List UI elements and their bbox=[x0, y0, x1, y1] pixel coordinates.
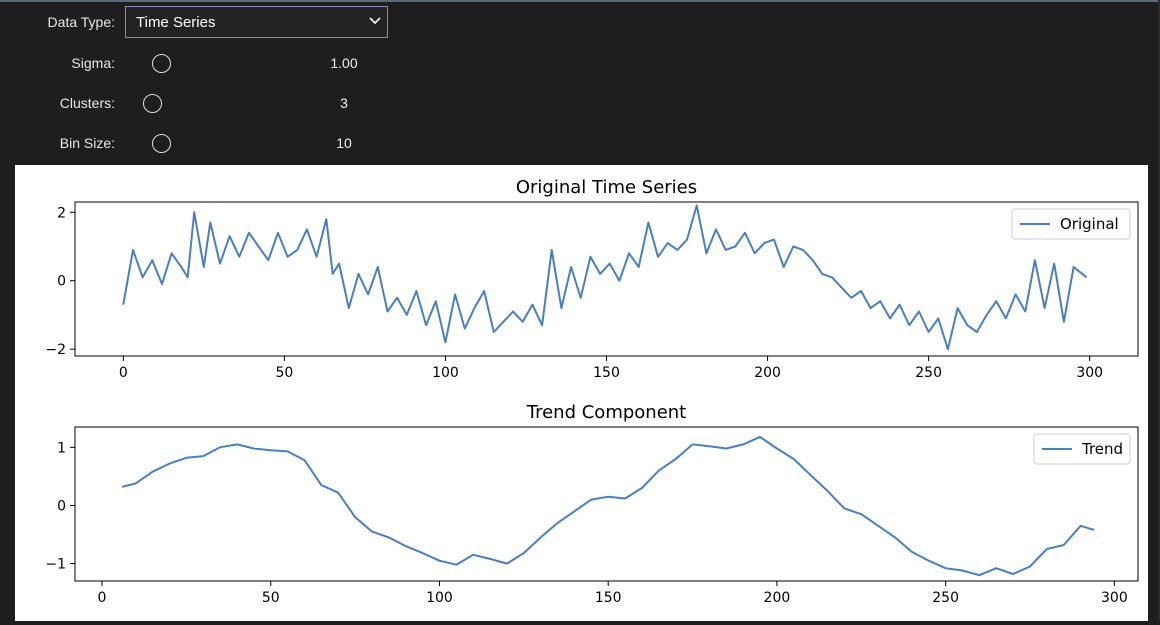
trend-chart-title: Trend Component bbox=[526, 402, 687, 423]
original-ytick-label: 2 bbox=[57, 205, 66, 221]
bin-size-label: Bin Size: bbox=[59, 135, 115, 151]
controls-panel: Data Type: Time Series Sigma: 1.00 Clust… bbox=[0, 0, 1160, 165]
trend-xtick-label: 150 bbox=[595, 590, 622, 606]
clusters-slider-handle[interactable] bbox=[143, 94, 162, 113]
trend-ytick-label: 1 bbox=[57, 440, 66, 456]
data-type-select[interactable]: Time Series bbox=[125, 6, 388, 38]
original-xtick-label: 300 bbox=[1076, 365, 1103, 381]
original-legend: Original bbox=[1011, 208, 1131, 240]
data-type-selected-value: Time Series bbox=[136, 14, 216, 31]
trend-axes-frame bbox=[74, 426, 1139, 582]
trend-series-line bbox=[121, 435, 1095, 577]
bin-size-value: 10 bbox=[336, 135, 352, 151]
trend-xtick-label: 0 bbox=[98, 590, 107, 606]
trend-ytick-label: −1 bbox=[45, 557, 66, 573]
trend-xtick-label: 250 bbox=[932, 590, 959, 606]
original-xtick-label: 250 bbox=[915, 365, 942, 381]
clusters-value: 3 bbox=[340, 95, 348, 111]
bin-size-slider-handle[interactable] bbox=[152, 134, 171, 153]
sigma-slider-handle[interactable] bbox=[152, 54, 171, 73]
figure-canvas: Original Time Series 0 50 100 150 200 250 300 −2… bbox=[15, 165, 1148, 621]
window-top-edge bbox=[0, 0, 1160, 2]
trend-ytick-label: 0 bbox=[57, 498, 66, 514]
data-type-label: Data Type: bbox=[47, 14, 115, 30]
original-xtick-label: 200 bbox=[754, 365, 781, 381]
chevron-down-icon bbox=[369, 17, 381, 25]
original-chart: Original Time Series 0 50 100 150 200 250 300 −2… bbox=[45, 177, 1139, 381]
original-chart-title: Original Time Series bbox=[516, 177, 697, 198]
original-axes-frame bbox=[74, 201, 1139, 357]
sigma-label: Sigma: bbox=[71, 55, 115, 71]
trend-legend: Trend bbox=[1033, 433, 1131, 465]
original-xtick-label: 100 bbox=[432, 365, 459, 381]
trend-legend-label: Trend bbox=[1081, 440, 1123, 458]
original-ytick-label: −2 bbox=[45, 342, 66, 358]
original-legend-label: Original bbox=[1060, 215, 1119, 233]
window-right-edge bbox=[1158, 0, 1160, 621]
clusters-label: Clusters: bbox=[59, 95, 115, 111]
original-xtick-label: 50 bbox=[275, 365, 293, 381]
original-legend-box bbox=[1011, 208, 1131, 240]
original-xtick-label: 0 bbox=[119, 365, 128, 381]
trend-xtick-label: 200 bbox=[764, 590, 791, 606]
trend-legend-box bbox=[1033, 433, 1131, 465]
sigma-value: 1.00 bbox=[330, 55, 358, 71]
trend-xtick-label: 300 bbox=[1101, 590, 1128, 606]
original-series-line bbox=[122, 204, 1088, 351]
trend-xtick-label: 50 bbox=[262, 590, 280, 606]
original-ytick-label: 0 bbox=[57, 274, 66, 290]
trend-chart: Trend Component 0 50 100 150 200 250 300 −1 0 1 Tre… bbox=[45, 402, 1139, 606]
original-xtick-label: 150 bbox=[593, 365, 620, 381]
trend-xtick-label: 100 bbox=[426, 590, 453, 606]
